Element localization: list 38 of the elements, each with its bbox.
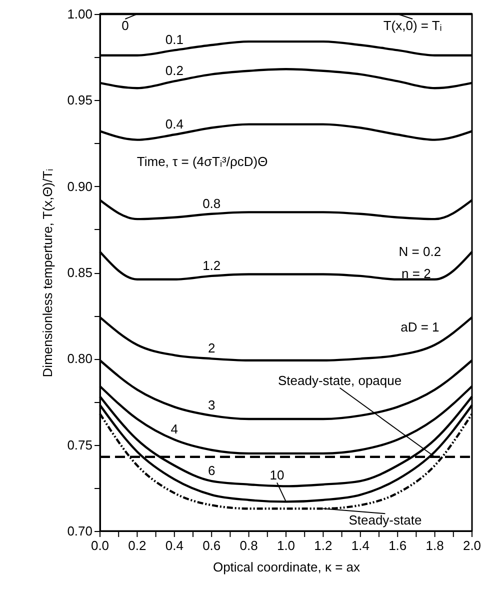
annotation: Steady-state (348, 512, 422, 528)
y-axis-title: Dimensionless temperture, T(x,Θ)/Tᵢ (40, 168, 56, 378)
y-tick-label: 0.90 (67, 178, 92, 194)
annotation: 4 (170, 422, 178, 437)
annotation: 3 (208, 398, 216, 413)
y-tick-label: 1.00 (67, 6, 92, 22)
annotation: 10 (270, 468, 284, 483)
x-tick-label: 1.8 (426, 538, 444, 553)
x-tick-label: 0.2 (128, 538, 146, 553)
annotation: N = 0.2 (398, 244, 442, 259)
annotation: 0.2 (165, 63, 184, 78)
annotation: 0.8 (202, 196, 221, 211)
annotation: aD = 1 (400, 320, 440, 335)
annotation: 0.4 (165, 116, 184, 132)
x-tick-label: 1.4 (351, 538, 370, 553)
x-tick-label: 1.2 (314, 538, 332, 553)
x-tick-label: 0.8 (240, 538, 258, 553)
x-tick-label: 0.4 (165, 538, 184, 553)
x-tick-label: 2.0 (462, 538, 482, 553)
annotation: 0 (122, 18, 129, 33)
y-tick-label: 0.70 (67, 524, 92, 538)
annotation: n = 2 (402, 266, 431, 282)
y-tick-label: 0.80 (67, 351, 92, 366)
x-axis-title: Optical coordinate, κ = ax (212, 560, 361, 574)
annotation: 2 (208, 340, 216, 356)
y-tick-label: 0.75 (67, 437, 92, 452)
annotation: 1.2 (202, 258, 221, 273)
x-tick-label: 0.0 (90, 538, 110, 553)
x-tick-label: 0.6 (202, 538, 221, 553)
annotation: 0.1 (165, 32, 184, 48)
annotation: Time, τ = (4σTᵢ³/ρcD)Θ (136, 154, 268, 170)
x-tick-label: 1.0 (276, 538, 296, 553)
y-tick-label: 0.85 (67, 265, 92, 280)
annotation: 6 (208, 463, 216, 478)
x-tick-label: 1.6 (388, 538, 407, 553)
annotation: Steady-state, opaque (278, 372, 402, 388)
annotation: T(x,0) = Tᵢ (383, 18, 442, 33)
y-tick-label: 0.95 (67, 92, 92, 108)
